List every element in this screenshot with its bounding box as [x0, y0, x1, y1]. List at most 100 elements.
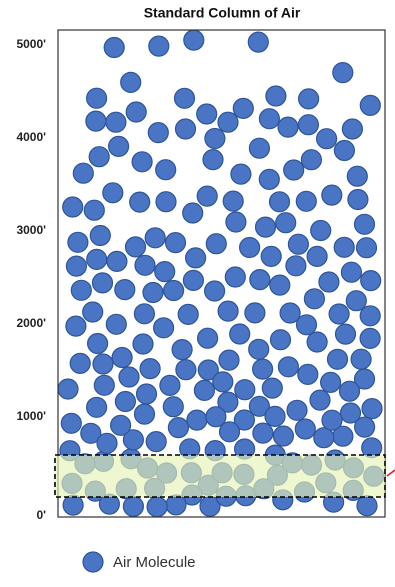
air-molecule — [234, 379, 256, 401]
air-molecule — [173, 87, 196, 109]
air-molecule — [67, 231, 89, 253]
air-molecule — [285, 255, 307, 277]
air-molecule — [332, 61, 354, 84]
air-molecule — [354, 416, 376, 438]
air-molecule — [114, 390, 137, 413]
y-tick-label: 3000' — [16, 223, 46, 237]
air-molecule — [269, 329, 292, 351]
air-molecule — [347, 188, 369, 211]
air-molecule — [303, 288, 325, 310]
air-molecule — [225, 211, 247, 233]
air-molecule — [272, 425, 294, 447]
air-molecule — [229, 323, 251, 345]
column-frame — [57, 29, 386, 518]
air-molecule — [205, 406, 227, 428]
air-molecule — [85, 87, 108, 109]
air-molecule — [217, 391, 239, 413]
air-molecule — [88, 146, 110, 168]
air-molecule — [355, 237, 378, 259]
air-molecule — [334, 323, 357, 345]
air-molecule — [353, 213, 376, 235]
air-molecule — [183, 29, 205, 51]
y-tick-label: 0' — [36, 508, 46, 522]
air-molecule — [162, 396, 184, 418]
air-molecule — [204, 280, 226, 302]
air-molecule — [316, 128, 338, 150]
air-molecule — [139, 358, 161, 380]
air-molecule — [346, 165, 368, 187]
air-molecule — [328, 303, 350, 325]
air-molecule — [309, 389, 331, 411]
air-molecule — [265, 85, 287, 107]
air-molecule — [153, 317, 175, 339]
air-molecule — [232, 97, 254, 120]
air-molecule — [120, 71, 142, 94]
air-molecule — [252, 358, 274, 380]
air-molecule — [326, 348, 349, 370]
highlight-band — [54, 454, 386, 498]
air-molecule — [144, 227, 166, 249]
legend-swatch — [82, 551, 104, 573]
air-molecule — [196, 185, 218, 207]
air-molecule — [182, 202, 204, 224]
air-molecule — [275, 212, 297, 234]
air-molecule — [193, 379, 215, 401]
air-molecule — [129, 191, 151, 213]
air-molecule — [321, 184, 343, 206]
air-molecule — [197, 327, 219, 349]
y-tick-label: 2000' — [16, 316, 46, 330]
air-molecule — [320, 371, 342, 393]
air-molecule — [177, 303, 199, 325]
air-molecule — [96, 432, 118, 454]
air-molecule — [230, 163, 252, 185]
air-molecule — [125, 101, 147, 123]
air-molecule — [340, 261, 362, 283]
air-molecule — [359, 327, 381, 349]
air-molecule — [233, 409, 255, 431]
air-molecule — [89, 224, 111, 247]
air-molecule — [186, 409, 208, 431]
air-molecule — [102, 182, 124, 204]
pointer-arrow — [386, 469, 395, 477]
air-molecule — [295, 314, 318, 336]
air-molecule — [310, 219, 332, 242]
air-molecule — [212, 371, 234, 393]
air-molecule — [359, 305, 381, 327]
air-molecule — [124, 236, 147, 258]
air-molecule — [83, 199, 105, 221]
air-molecule — [258, 108, 280, 130]
air-molecule — [155, 191, 177, 213]
air-molecule — [202, 149, 224, 171]
air-molecule — [171, 339, 193, 361]
air-molecule — [65, 255, 88, 277]
air-molecule — [111, 346, 133, 369]
legend-label: Air Molecule — [113, 554, 196, 571]
air-molecule — [264, 405, 286, 427]
air-molecule — [135, 383, 158, 405]
air-molecule — [306, 245, 328, 267]
air-molecule — [163, 279, 185, 302]
air-molecule — [131, 151, 153, 173]
air-molecule — [268, 191, 291, 213]
air-molecule — [306, 331, 328, 353]
air-molecule — [277, 356, 299, 378]
air-molecule — [321, 409, 343, 431]
air-molecule — [62, 196, 84, 218]
air-molecule — [106, 250, 128, 272]
air-molecule — [85, 110, 107, 132]
air-molecule — [260, 245, 282, 267]
air-molecule — [360, 270, 382, 292]
air-molecule — [258, 168, 280, 190]
title: Standard Column of Air — [144, 5, 301, 21]
air-molecule — [204, 127, 226, 150]
air-molecule — [286, 399, 308, 421]
air-molecule — [350, 348, 372, 370]
air-molecule — [252, 422, 274, 444]
air-molecule — [217, 111, 239, 133]
air-molecule — [174, 118, 197, 140]
air-molecule — [86, 248, 108, 270]
air-molecule — [107, 135, 130, 157]
air-molecule — [277, 116, 299, 138]
